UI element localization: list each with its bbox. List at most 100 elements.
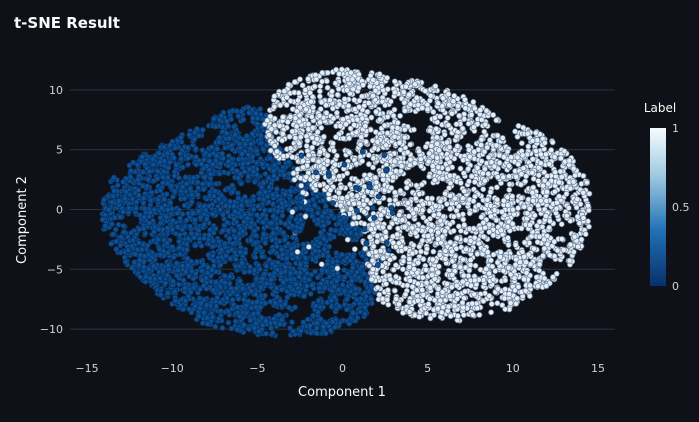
data-point	[201, 235, 208, 242]
data-point	[258, 284, 265, 291]
data-point	[185, 144, 192, 151]
data-point	[271, 319, 278, 326]
data-point	[454, 312, 461, 319]
data-point	[229, 165, 236, 172]
data-point	[235, 113, 242, 120]
data-point	[202, 207, 209, 214]
data-point	[213, 303, 220, 310]
data-point	[206, 231, 213, 238]
data-point	[127, 167, 134, 174]
data-point	[146, 220, 153, 227]
data-point	[110, 174, 117, 181]
data-point	[142, 161, 149, 168]
data-point	[337, 184, 344, 191]
data-point	[301, 293, 308, 300]
data-point	[324, 84, 331, 91]
data-point	[329, 318, 336, 325]
data-point	[284, 294, 291, 301]
data-point	[238, 180, 245, 187]
data-point	[212, 123, 219, 130]
data-point	[557, 168, 564, 175]
data-point	[185, 262, 191, 269]
data-point	[558, 221, 565, 228]
data-point	[300, 319, 307, 326]
data-point	[240, 160, 247, 167]
data-point	[155, 226, 162, 233]
data-point	[216, 315, 222, 322]
data-point	[164, 180, 171, 187]
data-point	[313, 325, 320, 332]
data-point	[219, 324, 226, 331]
data-point	[228, 246, 235, 253]
data-point	[267, 207, 274, 214]
data-point	[225, 319, 232, 326]
data-point	[164, 249, 171, 256]
data-point	[269, 191, 276, 198]
data-point	[361, 304, 368, 311]
data-point	[359, 252, 366, 259]
data-point	[247, 317, 254, 324]
data-point	[129, 195, 136, 202]
data-point	[346, 320, 353, 327]
data-point	[281, 236, 288, 243]
data-point	[126, 205, 132, 212]
data-point	[200, 309, 207, 316]
data-point	[122, 195, 129, 202]
data-point	[245, 160, 252, 167]
data-point	[173, 260, 180, 267]
data-point	[135, 176, 142, 183]
data-point	[183, 246, 190, 253]
data-point	[252, 291, 259, 298]
data-point	[199, 267, 205, 274]
data-point	[146, 168, 153, 175]
data-point	[279, 212, 286, 219]
data-point	[384, 86, 391, 93]
data-point	[269, 329, 276, 336]
data-point	[264, 193, 271, 200]
data-point	[232, 234, 239, 241]
data-point	[198, 242, 205, 249]
data-point	[446, 185, 453, 191]
data-point	[253, 246, 260, 253]
data-point	[217, 284, 224, 291]
data-point	[350, 253, 357, 260]
data-point	[363, 293, 370, 300]
data-point	[171, 172, 178, 179]
data-point	[181, 285, 188, 291]
data-point	[139, 153, 146, 160]
data-point	[278, 316, 285, 323]
data-point	[183, 217, 190, 224]
data-point	[214, 145, 221, 152]
data-point	[334, 91, 341, 98]
data-point	[217, 308, 224, 314]
data-point	[287, 276, 294, 283]
data-point	[419, 237, 426, 244]
data-point	[187, 185, 194, 192]
data-point	[108, 240, 115, 247]
data-point	[203, 302, 210, 309]
data-point	[317, 229, 324, 236]
data-point	[335, 189, 342, 196]
data-point	[302, 255, 309, 262]
data-point	[324, 261, 331, 268]
data-point	[249, 130, 256, 137]
data-point	[249, 115, 256, 122]
data-point	[218, 112, 225, 119]
data-point	[262, 189, 269, 195]
data-point	[175, 281, 182, 288]
data-point	[129, 264, 135, 271]
data-point	[207, 171, 214, 177]
data-point	[387, 98, 394, 105]
data-point	[194, 191, 201, 198]
data-point	[273, 285, 280, 292]
data-point	[283, 255, 290, 262]
data-point	[179, 164, 186, 171]
data-point	[305, 276, 312, 283]
data-point	[203, 216, 210, 223]
data-point	[301, 266, 308, 273]
data-point	[195, 132, 202, 139]
data-point	[267, 276, 274, 283]
data-point	[293, 281, 299, 287]
data-point	[137, 274, 144, 280]
